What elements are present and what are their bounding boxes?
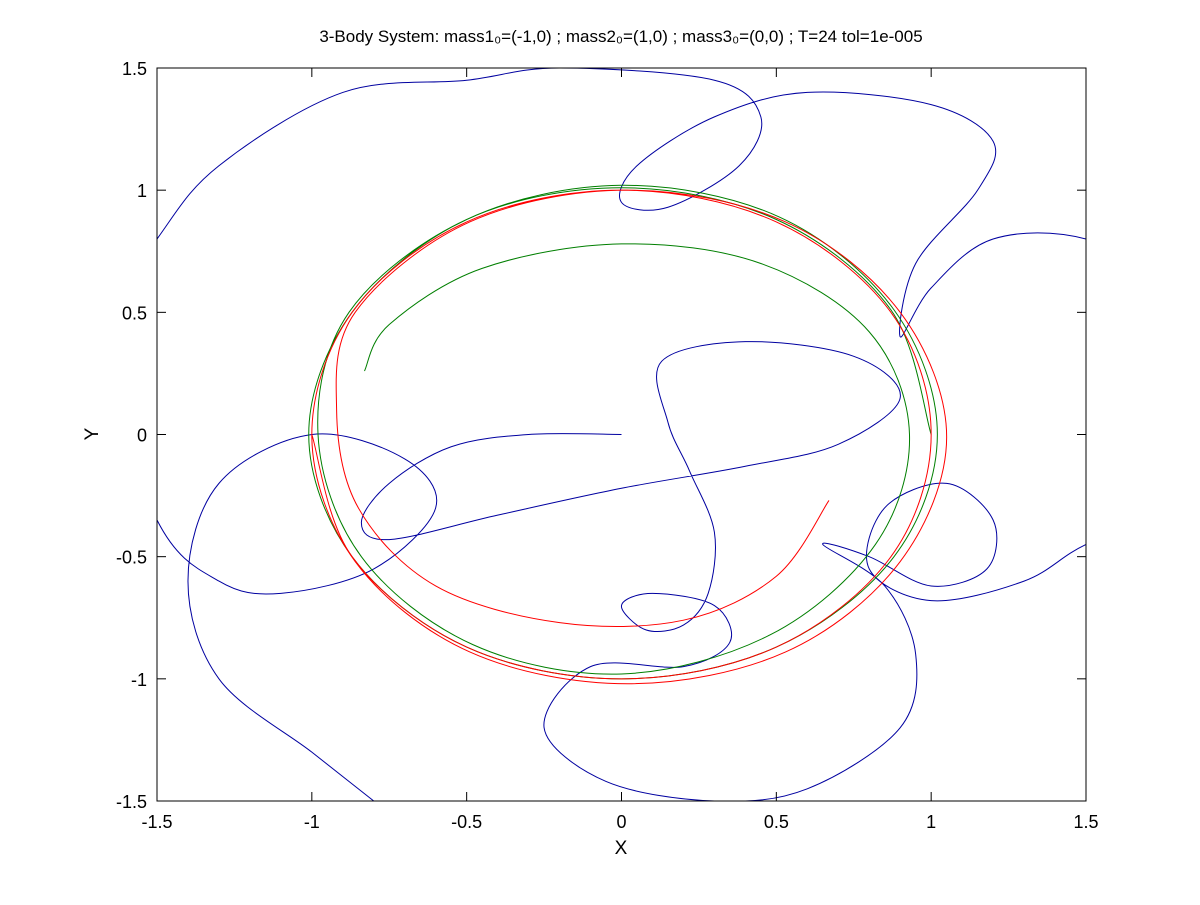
y-tick-label: -1.5	[116, 792, 147, 812]
y-axis-label: Y	[82, 427, 103, 440]
y-tick-label: 1.5	[122, 59, 147, 79]
x-tick-label: 1	[926, 812, 936, 832]
x-tick-label: 0.5	[764, 812, 789, 832]
x-tick-label: -1.5	[141, 812, 172, 832]
x-tick-label: 1.5	[1073, 812, 1098, 832]
trajectory-line	[157, 68, 1086, 801]
x-axis-label: X	[615, 838, 628, 859]
chart-title: 3-Body System: mass1₀=(-1,0) ; mass2₀=(1…	[319, 27, 922, 46]
y-tick-label: 0	[137, 426, 147, 446]
y-tick-label: 0.5	[122, 303, 147, 323]
trajectory-line	[311, 189, 948, 685]
y-tick-label: -0.5	[116, 548, 147, 568]
plot-lines	[157, 68, 1086, 801]
y-tick-label: -1	[131, 670, 147, 690]
x-tick-label: -0.5	[451, 812, 482, 832]
x-tick-label: 0	[616, 812, 626, 832]
x-tick-label: -1	[304, 812, 320, 832]
y-tick-label: 1	[137, 181, 147, 201]
